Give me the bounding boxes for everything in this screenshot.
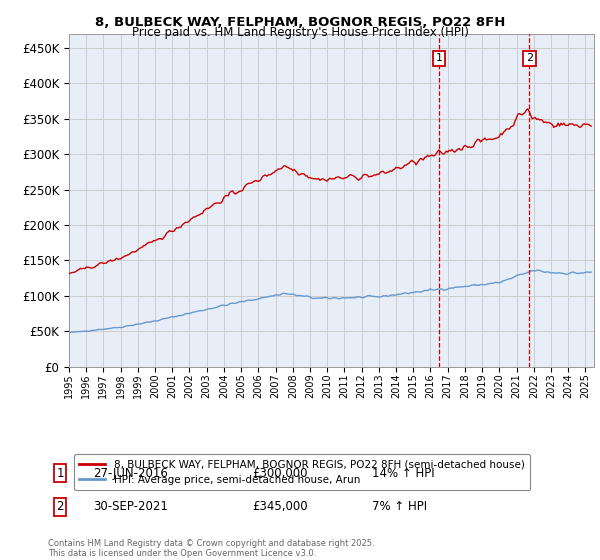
Text: 2: 2 [526, 53, 533, 63]
Text: Price paid vs. HM Land Registry's House Price Index (HPI): Price paid vs. HM Land Registry's House … [131, 26, 469, 39]
Text: £345,000: £345,000 [252, 500, 308, 514]
Text: 8, BULBECK WAY, FELPHAM, BOGNOR REGIS, PO22 8FH: 8, BULBECK WAY, FELPHAM, BOGNOR REGIS, P… [95, 16, 505, 29]
Text: 1: 1 [436, 53, 443, 63]
Text: 7% ↑ HPI: 7% ↑ HPI [372, 500, 427, 514]
Text: £300,000: £300,000 [252, 466, 308, 480]
Text: This data is licensed under the Open Government Licence v3.0.: This data is licensed under the Open Gov… [48, 549, 316, 558]
Text: 30-SEP-2021: 30-SEP-2021 [93, 500, 168, 514]
Text: 27-JUN-2016: 27-JUN-2016 [93, 466, 168, 480]
Text: 1: 1 [56, 466, 64, 480]
Text: 2: 2 [56, 500, 64, 514]
Text: 14% ↑ HPI: 14% ↑ HPI [372, 466, 434, 480]
Text: Contains HM Land Registry data © Crown copyright and database right 2025.: Contains HM Land Registry data © Crown c… [48, 539, 374, 548]
Legend: 8, BULBECK WAY, FELPHAM, BOGNOR REGIS, PO22 8FH (semi-detached house), HPI: Aver: 8, BULBECK WAY, FELPHAM, BOGNOR REGIS, P… [74, 454, 530, 490]
